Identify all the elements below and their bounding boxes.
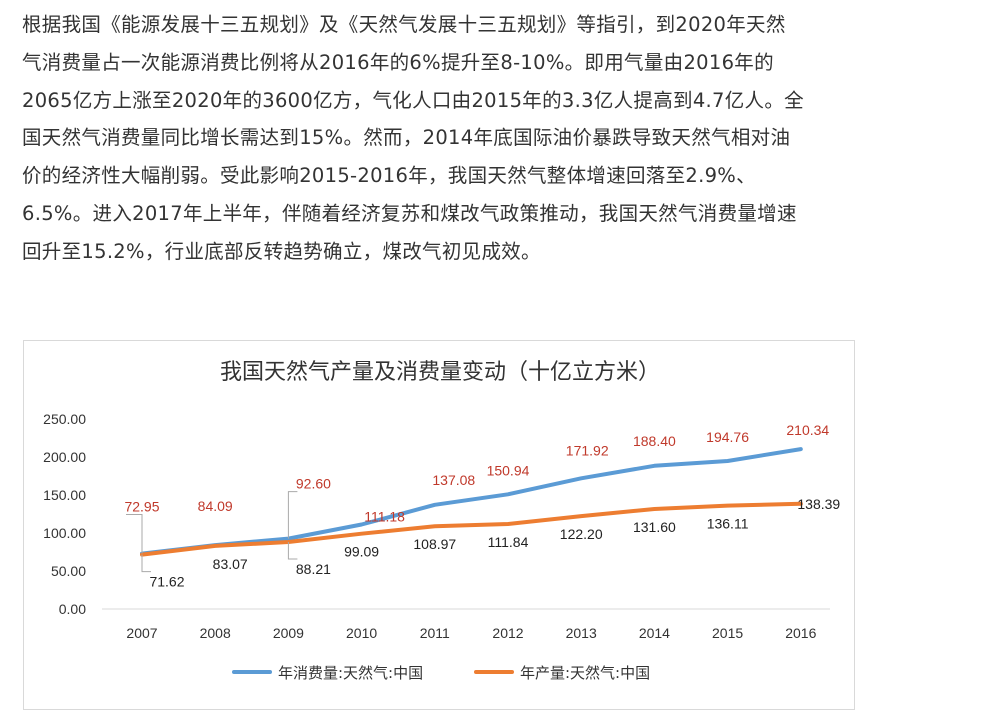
y-tick-label: 50.00 <box>51 563 86 579</box>
legend-item-consumption: 年消费量:天然气:中国 <box>232 664 423 682</box>
production-data-label: 111.84 <box>488 534 529 550</box>
consumption-data-label: 210.34 <box>786 422 829 438</box>
production-series-line <box>140 501 803 557</box>
article-line: 2065亿方上涨至2020年的3600亿方，气化人口由2015年的3.3亿人提高… <box>22 88 804 112</box>
series-lines-layer <box>140 447 803 557</box>
consumption-data-label: 84.09 <box>198 498 233 514</box>
data-label-leader <box>287 491 298 539</box>
article-line: 国天然气消费量同比增长需达到15%。然而，2014年底国际油价暴跌导致天然气相对… <box>22 126 791 150</box>
x-tick-label: 2016 <box>785 625 816 641</box>
consumption-data-label: 150.94 <box>487 462 530 478</box>
consumption-data-label: 188.40 <box>633 433 676 449</box>
axes-layer: 0.00 50.00 100.00 150.00 200.00 250.00 2007 200… <box>43 411 830 641</box>
x-tick-label: 2010 <box>346 625 377 641</box>
article-line: 气消费量占一次能源消费比例将从2016年的6%提升至8-10%。即用气量由201… <box>22 50 774 74</box>
legend-label: 年产量:天然气:中国 <box>520 664 650 682</box>
x-tick-label: 2012 <box>492 625 523 641</box>
x-tick-label: 2015 <box>712 625 743 641</box>
production-data-label: 136.11 <box>707 516 749 532</box>
gas-line-chart: 我国天然气产量及消费量变动（十亿立方米） 0.00 50.00 100.00 150.… <box>43 360 840 682</box>
consumption-data-label: 194.76 <box>706 429 749 445</box>
production-data-label: 131.60 <box>633 519 676 535</box>
consumption-data-label: 171.92 <box>566 442 609 458</box>
chart-container: 我国天然气产量及消费量变动（十亿立方米） 0.00 50.00 100.00 150.… <box>23 340 855 710</box>
data-label-leader <box>287 541 298 560</box>
consumption-data-label: 72.95 <box>124 499 159 515</box>
production-data-label: 99.09 <box>344 544 379 560</box>
production-data-label: 138.39 <box>797 496 840 512</box>
y-tick-label: 150.00 <box>43 487 86 503</box>
data-label-leader <box>126 514 143 554</box>
x-tick-label: 2014 <box>639 625 670 641</box>
x-tick-label: 2011 <box>420 625 450 641</box>
production-data-label: 83.07 <box>213 556 248 572</box>
y-tick-label: 0.00 <box>59 601 86 617</box>
data-label-leader <box>141 554 151 573</box>
article-line: 根据我国《能源发展十三五规划》及《天然气发展十三五规划》等指引，到2020年天然 <box>22 13 786 36</box>
consumption-data-label: 111.18 <box>364 509 405 525</box>
article-line: 价的经济性大幅削弱。受此影响2015-2016年，我国天然气整体增速回落至2.9… <box>22 164 756 188</box>
production-data-label: 122.20 <box>560 526 603 542</box>
y-tick-label: 250.00 <box>43 411 86 427</box>
legend: 年消费量:天然气:中国 年产量:天然气:中国 <box>232 664 650 682</box>
x-tick-label: 2008 <box>200 625 231 641</box>
data-labels-layer: 72.95 84.09 92.60 111.18 137.08 150.94 171.92 1… <box>124 422 840 589</box>
legend-label: 年消费量:天然气:中国 <box>278 664 423 682</box>
x-tick-label: 2013 <box>566 625 597 641</box>
production-data-label: 71.62 <box>149 574 184 590</box>
article-line: 6.5%。进入2017年上半年，伴随着经济复苏和煤改气政策推动，我国天然气消费量… <box>22 201 797 225</box>
article-text: 根据我国《能源发展十三五规划》及《天然气发展十三五规划》等指引，到2020年天然… <box>22 6 972 271</box>
y-tick-label: 100.00 <box>43 525 86 541</box>
consumption-data-label: 92.60 <box>296 476 331 492</box>
consumption-data-label: 137.08 <box>432 472 475 488</box>
production-data-label: 88.21 <box>296 561 331 577</box>
chart-title: 我国天然气产量及消费量变动（十亿立方米） <box>220 360 660 385</box>
y-tick-label: 200.00 <box>43 449 86 465</box>
legend-item-production: 年产量:天然气:中国 <box>474 664 650 682</box>
x-tick-label: 2007 <box>126 625 157 641</box>
article-line: 回升至15.2%，行业底部反转趋势确立，煤改气初见成效。 <box>22 239 541 263</box>
x-tick-label: 2009 <box>273 625 304 641</box>
consumption-series-line <box>140 447 803 556</box>
production-data-label: 108.97 <box>413 536 456 552</box>
